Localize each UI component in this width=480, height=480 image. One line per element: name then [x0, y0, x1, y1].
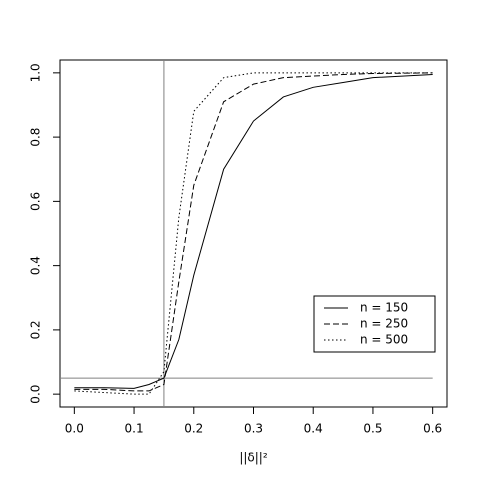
x-tick-label: 0.5 — [363, 422, 382, 436]
x-tick-label: 0.6 — [423, 422, 442, 436]
y-tick-label: 0.2 — [29, 320, 43, 339]
legend-label: n = 500 — [360, 333, 408, 347]
y-tick-label: 0.8 — [29, 128, 43, 147]
plot-box — [59, 59, 448, 408]
legend-label: n = 150 — [360, 301, 408, 315]
legend-label: n = 250 — [360, 317, 408, 331]
x-tick-label: 0.2 — [184, 422, 203, 436]
series-line — [74, 73, 433, 389]
x-axis-label: ||δ||² — [239, 451, 268, 465]
x-tick-label: 0.1 — [125, 422, 144, 436]
x-tick-label: 0.3 — [244, 422, 263, 436]
x-tick-label: 0.0 — [65, 422, 84, 436]
y-tick-label: 1.0 — [29, 63, 43, 82]
x-tick-label: 0.4 — [304, 422, 323, 436]
y-tick-label: 0.6 — [29, 192, 43, 211]
y-tick-label: 0.0 — [29, 385, 43, 404]
y-tick-label: 0.4 — [29, 256, 43, 275]
series-line — [74, 72, 433, 392]
